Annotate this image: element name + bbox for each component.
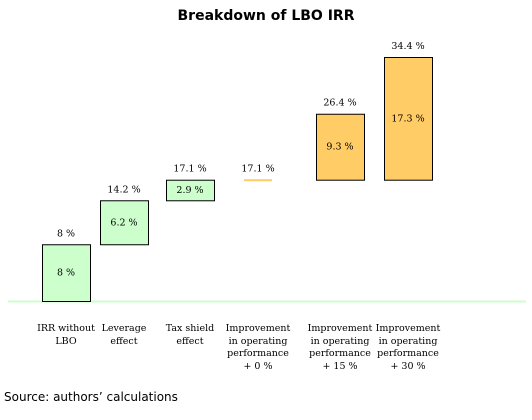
- bar-1-total-label: 8 %: [57, 228, 75, 239]
- source-note: Source: authors’ calculations: [4, 390, 178, 404]
- bar-5-value-label: 9.3 %: [326, 142, 353, 153]
- bar-2: [100, 200, 149, 246]
- category-label-5: Improvement in operating performance + 1…: [307, 323, 373, 372]
- category-label-3: Tax shield effect: [165, 323, 215, 347]
- bar-3-value-label: 2.9 %: [176, 185, 203, 196]
- bar-1: [42, 244, 91, 302]
- bar-4-total-label: 17.1 %: [241, 164, 274, 175]
- bar-6-total-label: 34.4 %: [391, 41, 424, 52]
- bar-5: [316, 113, 365, 181]
- bar-2-value-label: 6.2 %: [110, 217, 137, 228]
- category-label-6: Improvement in operating performance + 3…: [375, 323, 441, 372]
- bar-6-value-label: 17.3 %: [391, 113, 424, 124]
- category-label-4: Improvement in operating performance + 0…: [225, 323, 291, 372]
- bar-3-total-label: 17.1 %: [173, 164, 206, 175]
- chart-title: Breakdown of LBO IRR: [177, 8, 355, 24]
- bar-2-total-label: 14.2 %: [107, 184, 140, 195]
- bar-3: [166, 179, 215, 202]
- bar-6: [384, 57, 433, 181]
- bar-5-total-label: 26.4 %: [323, 98, 356, 109]
- bar-1-value-label: 8 %: [57, 268, 75, 279]
- category-label-1: IRR without LBO: [37, 323, 95, 347]
- category-label-2: Leverage effect: [101, 323, 147, 347]
